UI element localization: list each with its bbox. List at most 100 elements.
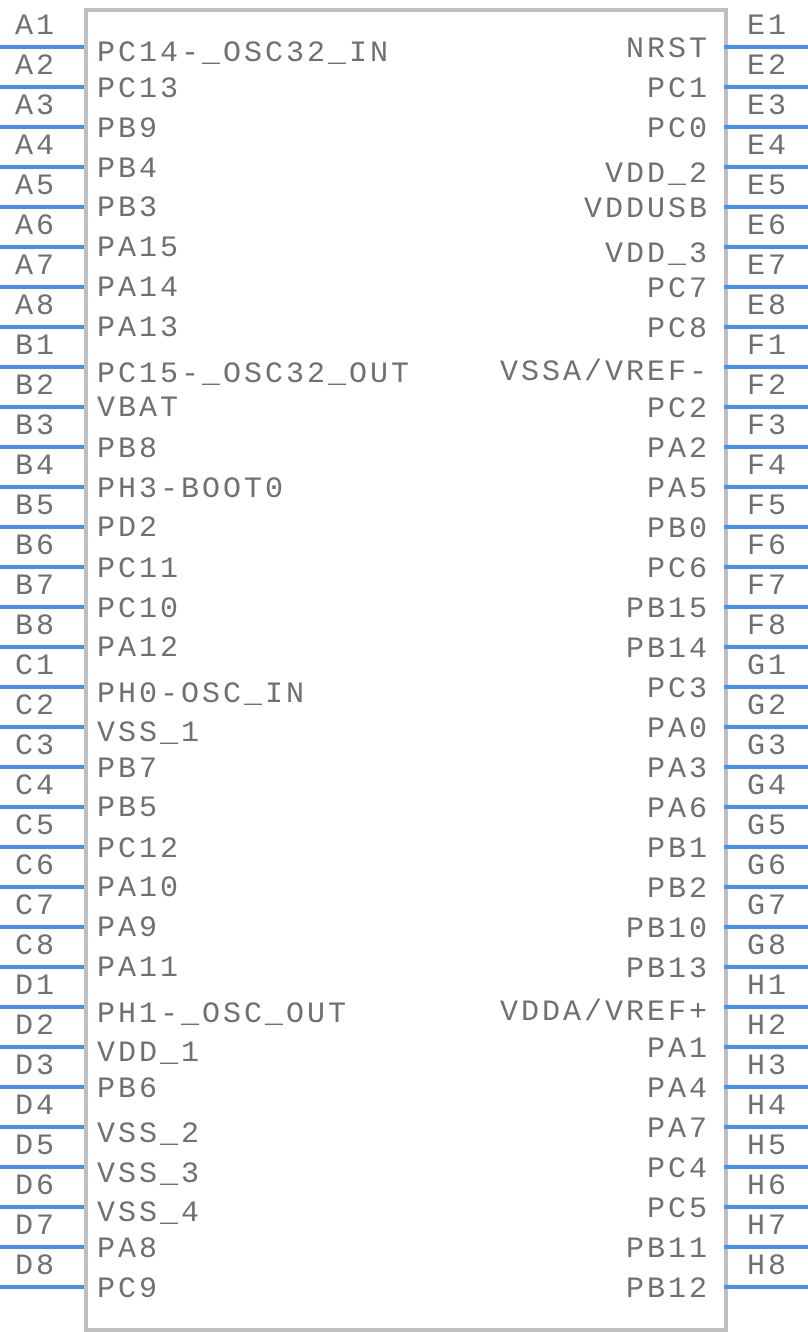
pin-number: F4 xyxy=(746,450,789,484)
pin-number: B4 xyxy=(14,450,57,484)
pin-name: PA10 xyxy=(97,872,182,906)
pin-number: B8 xyxy=(14,610,57,644)
pin-number: D4 xyxy=(14,1090,57,1124)
pin-name: VSS_1 xyxy=(97,717,203,751)
pin-name: PA5 xyxy=(646,473,710,507)
pin-number: A2 xyxy=(14,50,57,84)
pin-name: PC12 xyxy=(97,833,182,867)
pin-number: G7 xyxy=(746,890,789,924)
pin-number: G4 xyxy=(746,770,789,804)
pin-name: PB6 xyxy=(97,1073,161,1107)
pin-line xyxy=(0,565,84,569)
pin-name: PD2 xyxy=(97,512,161,546)
pin-name: PB14 xyxy=(625,633,710,667)
pin-line xyxy=(724,445,808,449)
pin-name: VSS_3 xyxy=(97,1158,203,1192)
pin-number: B7 xyxy=(14,570,57,604)
pin-line xyxy=(724,605,808,609)
pin-name: PB7 xyxy=(97,753,161,787)
pin-line xyxy=(0,765,84,769)
pin-line xyxy=(724,1125,808,1129)
pin-name: PC13 xyxy=(97,73,182,107)
pin-name: PC7 xyxy=(646,273,710,307)
pin-number: F2 xyxy=(746,370,789,404)
pin-line xyxy=(0,725,84,729)
pin-line xyxy=(724,1245,808,1249)
pin-number: E2 xyxy=(746,50,789,84)
pin-number: A1 xyxy=(14,10,57,44)
pin-line xyxy=(0,365,84,369)
pin-number: D6 xyxy=(14,1170,57,1204)
pin-name: PH3-BOOT0 xyxy=(97,473,287,507)
pin-name: PA15 xyxy=(97,232,182,266)
pin-name: PH0-OSC_IN xyxy=(97,678,308,712)
pin-line xyxy=(724,725,808,729)
pin-line xyxy=(0,925,84,929)
pin-line xyxy=(0,45,84,49)
pin-name: PB2 xyxy=(646,873,710,907)
pin-line xyxy=(0,965,84,969)
pin-line xyxy=(724,1285,808,1289)
pin-name: PB13 xyxy=(625,953,710,987)
pin-name: PB1 xyxy=(646,833,710,867)
pin-number: A6 xyxy=(14,210,57,244)
pin-name: PA14 xyxy=(97,272,182,306)
pin-name: PB0 xyxy=(646,513,710,547)
pin-line xyxy=(0,805,84,809)
pin-name: PC15-_OSC32_OUT xyxy=(97,358,413,392)
pin-line xyxy=(724,325,808,329)
pin-line xyxy=(724,765,808,769)
pin-line xyxy=(0,325,84,329)
pin-name: PA6 xyxy=(646,793,710,827)
pin-name: PC1 xyxy=(646,73,710,107)
pin-number: A3 xyxy=(14,90,57,124)
pin-number: B5 xyxy=(14,490,57,524)
pin-number: E1 xyxy=(746,10,789,44)
pin-line xyxy=(0,1045,84,1049)
pin-name: PA0 xyxy=(646,713,710,747)
pin-name: PB15 xyxy=(625,593,710,627)
pin-number: B3 xyxy=(14,410,57,444)
pin-line xyxy=(724,885,808,889)
pin-line xyxy=(0,85,84,89)
pin-line xyxy=(724,925,808,929)
pin-number: C5 xyxy=(14,810,57,844)
pin-name: PB9 xyxy=(97,113,161,147)
pin-number: E6 xyxy=(746,210,789,244)
pin-name: PA3 xyxy=(646,753,710,787)
pin-line xyxy=(0,405,84,409)
pin-number: E4 xyxy=(746,130,789,164)
pin-name: PC3 xyxy=(646,673,710,707)
pin-number: E8 xyxy=(746,290,789,324)
pin-line xyxy=(0,485,84,489)
pin-name: VDD_1 xyxy=(97,1037,203,1071)
pin-name: VDDUSB xyxy=(583,193,710,227)
pin-line xyxy=(0,605,84,609)
pin-line xyxy=(724,205,808,209)
pin-name: VBAT xyxy=(97,392,182,426)
pin-number: C7 xyxy=(14,890,57,924)
pin-number: F1 xyxy=(746,330,789,364)
pin-number: E5 xyxy=(746,170,789,204)
pin-number: A8 xyxy=(14,290,57,324)
pin-name: PH1-_OSC_OUT xyxy=(97,998,350,1032)
pin-line xyxy=(724,485,808,489)
pin-line xyxy=(0,165,84,169)
pin-number: H5 xyxy=(746,1130,789,1164)
pin-number: A4 xyxy=(14,130,57,164)
pin-number: F6 xyxy=(746,530,789,564)
pin-number: H4 xyxy=(746,1090,789,1124)
pin-line xyxy=(724,165,808,169)
pin-line xyxy=(724,805,808,809)
pin-name: VDDA/VREF+ xyxy=(499,996,710,1030)
pin-line xyxy=(0,285,84,289)
pin-name: VDD_3 xyxy=(604,238,710,272)
pin-line xyxy=(724,685,808,689)
pin-line xyxy=(0,885,84,889)
pin-name: PA7 xyxy=(646,1113,710,1147)
pin-name: PC11 xyxy=(97,553,182,587)
pin-name: PB10 xyxy=(625,913,710,947)
pin-name: PC5 xyxy=(646,1193,710,1227)
pin-number: D1 xyxy=(14,970,57,1004)
pin-line xyxy=(0,1085,84,1089)
